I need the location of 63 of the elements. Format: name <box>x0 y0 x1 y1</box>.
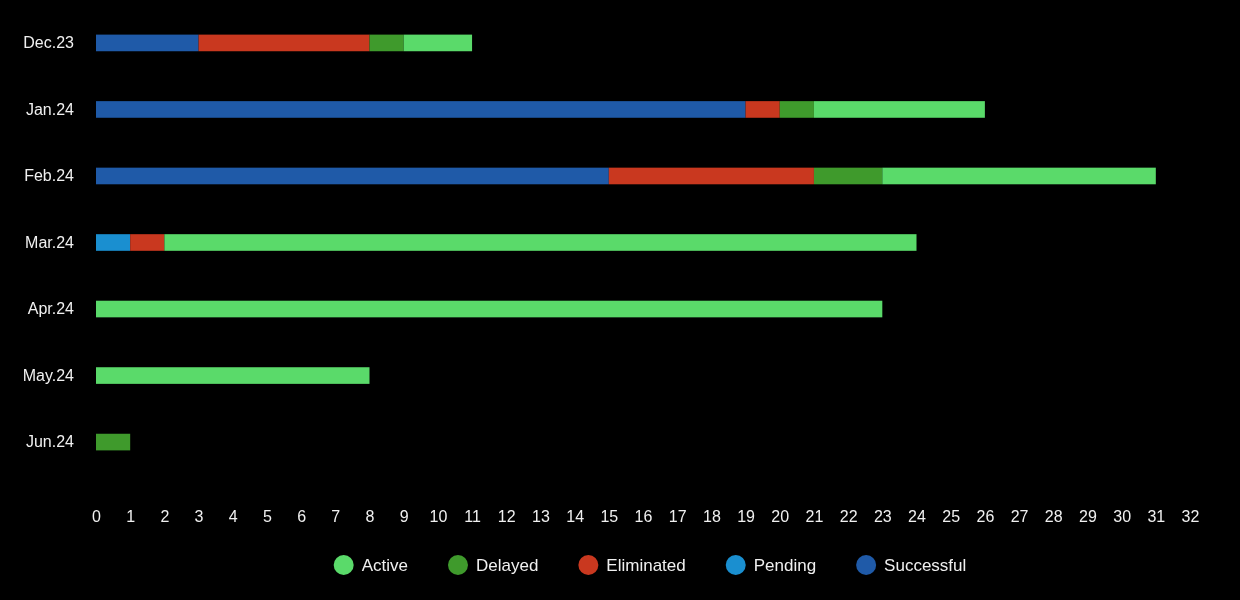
y-tick-label: Apr.24 <box>27 300 75 318</box>
bar <box>96 34 199 52</box>
x-tick-label: 5 <box>262 508 272 526</box>
x-tick-label: 30 <box>1113 508 1132 526</box>
x-tick-label: 25 <box>942 508 961 526</box>
x-tick-label: 2 <box>160 508 170 526</box>
bar <box>96 433 131 451</box>
y-tick-label: Feb.24 <box>24 167 75 185</box>
x-tick-label: 14 <box>566 508 585 526</box>
bar <box>96 234 131 251</box>
y-tick-label: May.24 <box>22 366 75 384</box>
bar <box>813 167 883 185</box>
x-tick-label: 10 <box>429 508 448 526</box>
bar <box>813 101 985 118</box>
legend-label: Pending <box>753 556 817 575</box>
legend-label: Eliminated <box>606 556 686 575</box>
x-tick-label: 11 <box>464 508 481 526</box>
x-tick-label: 8 <box>365 508 375 526</box>
x-tick-label: 31 <box>1147 508 1166 526</box>
x-tick-label: 22 <box>839 508 858 526</box>
x-tick-label: 12 <box>497 508 516 526</box>
x-tick-label: 16 <box>634 508 653 526</box>
x-tick-label: 18 <box>702 508 721 526</box>
x-tick-label: 32 <box>1181 508 1200 526</box>
x-tick-label: 24 <box>908 508 926 526</box>
x-tick-label: 21 <box>805 508 824 526</box>
x-tick-label: 9 <box>399 508 409 526</box>
legend-label: Active <box>361 556 408 575</box>
x-tick-label: 23 <box>873 508 892 526</box>
bar <box>779 101 814 118</box>
bar <box>96 101 746 118</box>
x-tick-label: 19 <box>737 508 756 526</box>
bar <box>198 34 370 52</box>
bar <box>96 167 609 185</box>
x-tick-label: 15 <box>600 508 619 526</box>
x-tick-label: 27 <box>1010 508 1029 526</box>
x-tick-label: 1 <box>126 508 136 526</box>
x-tick-label: 26 <box>976 508 995 526</box>
bar <box>96 300 883 318</box>
bar <box>745 101 780 118</box>
bar <box>369 34 404 52</box>
x-tick-label: 7 <box>331 508 341 526</box>
x-tick-label: 4 <box>228 508 238 526</box>
x-tick-label: 13 <box>532 508 550 526</box>
bar <box>608 167 814 185</box>
bar <box>130 234 165 251</box>
y-tick-label: Jun.24 <box>25 433 75 451</box>
x-tick-label: 0 <box>92 508 102 526</box>
x-tick-label: 6 <box>297 508 307 526</box>
bar <box>164 234 917 251</box>
bar <box>403 34 473 52</box>
x-tick-label: 28 <box>1044 508 1063 526</box>
x-tick-label: 29 <box>1079 508 1097 526</box>
legend-label: Successful <box>884 556 967 575</box>
y-tick-label: Dec.23 <box>23 34 75 52</box>
x-tick-label: 3 <box>194 508 204 526</box>
x-tick-label: 17 <box>668 508 687 526</box>
x-tick-label: 20 <box>771 508 790 526</box>
bar <box>882 167 1156 185</box>
legend-label: Delayed <box>475 556 539 575</box>
y-tick-label: Mar.24 <box>25 233 75 251</box>
y-tick-label: Jan.24 <box>25 100 75 118</box>
bar <box>96 367 370 384</box>
